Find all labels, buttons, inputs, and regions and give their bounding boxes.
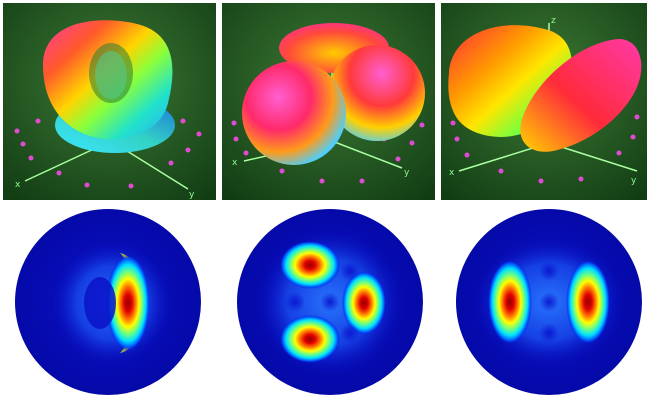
- x-axis-label: x: [232, 158, 238, 168]
- three-lobe-shape: [242, 23, 425, 165]
- x-axis-label: x: [449, 168, 455, 178]
- three-hotspot-intensity-map: [237, 209, 423, 395]
- marker-spheres: [450, 114, 640, 184]
- marker-spheres: [14, 118, 202, 189]
- torus-lobe-shape: [43, 20, 175, 153]
- two-lobe-shape: [448, 25, 642, 152]
- render-panel-1: x y z: [3, 3, 216, 200]
- crescent-intensity-map: [15, 209, 201, 395]
- render-panel-3: x y z: [441, 3, 647, 200]
- y-axis-label: y: [189, 190, 195, 200]
- z-axis-label: z: [551, 16, 556, 26]
- intensity-maps: [15, 209, 642, 395]
- x-axis-label: x: [15, 180, 21, 190]
- y-axis-label: y: [404, 168, 410, 178]
- render-panel-2: x y z: [222, 3, 435, 200]
- two-hotspot-intensity-map: [456, 209, 642, 395]
- y-axis-label: y: [631, 176, 637, 186]
